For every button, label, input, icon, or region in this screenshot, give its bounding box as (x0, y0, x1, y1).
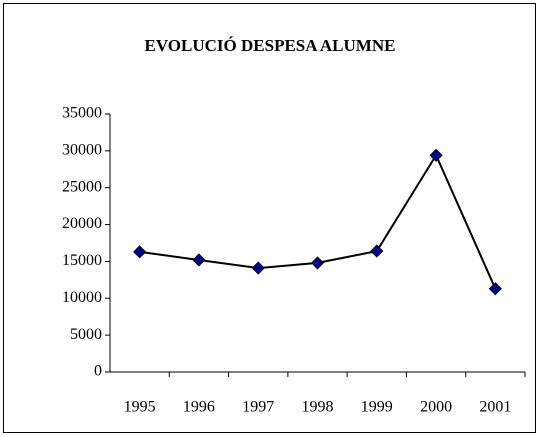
x-tick-label: 2000 (420, 399, 452, 416)
y-tick-label: 5000 (70, 326, 102, 343)
marker (429, 148, 443, 162)
chart-frame (3, 3, 536, 433)
chart-title: EVOLUCIÓ DESPESA ALUMNE (145, 36, 396, 55)
y-tick-label: 35000 (62, 105, 102, 122)
x-tick-label: 1995 (124, 399, 156, 416)
marker (370, 244, 384, 258)
x-tick-label: 2001 (479, 399, 511, 416)
marker (133, 245, 147, 259)
x-tick-label: 1999 (361, 399, 393, 416)
y-tick-label: 20000 (62, 215, 102, 232)
x-tick-label: 1996 (183, 399, 215, 416)
y-tick-label: 30000 (62, 142, 102, 159)
x-tick-label: 1997 (242, 399, 274, 416)
marker (192, 253, 206, 267)
y-tick-label: 25000 (62, 178, 102, 195)
y-tick-label: 10000 (62, 289, 102, 306)
marker (488, 282, 502, 296)
x-tick-label: 1998 (302, 399, 334, 416)
marker (251, 261, 265, 275)
y-tick-label: 0 (94, 363, 102, 380)
marker (310, 256, 325, 270)
y-tick-label: 15000 (62, 252, 102, 269)
